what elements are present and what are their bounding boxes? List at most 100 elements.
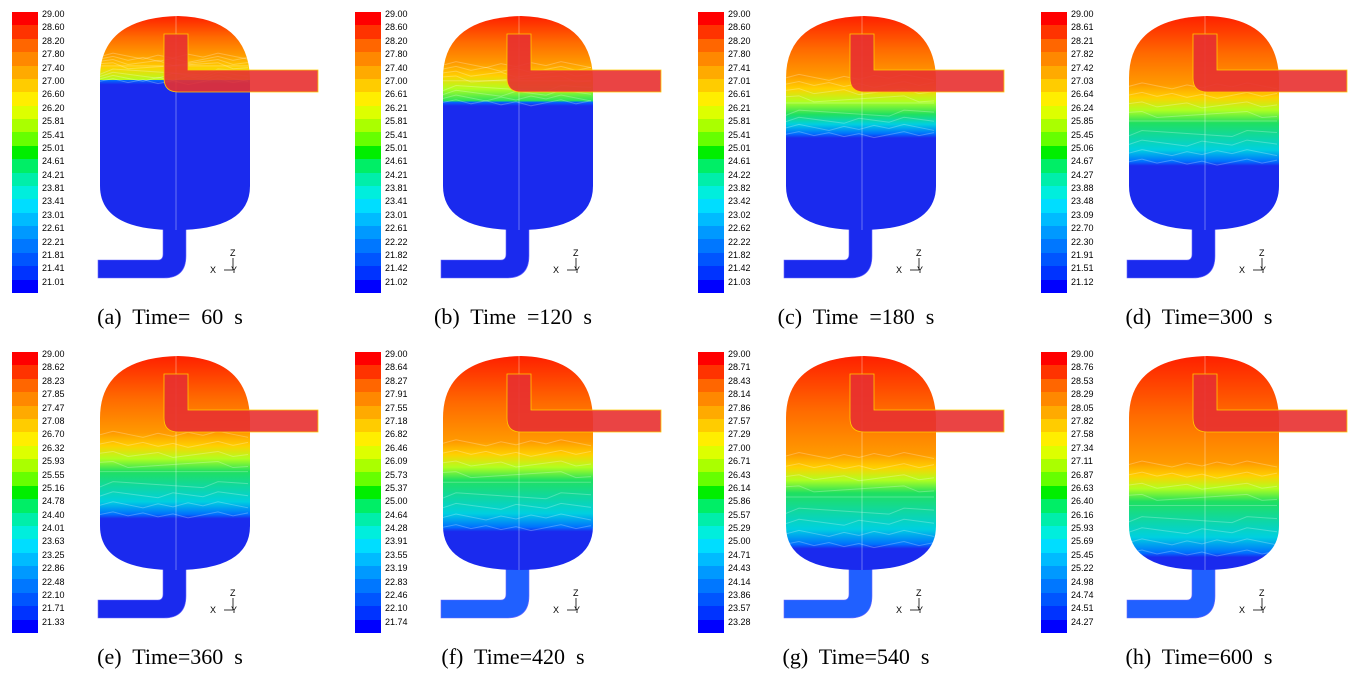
color-bar-swatch: [1041, 132, 1067, 146]
color-bar-swatch: [355, 266, 381, 280]
contour-panel: 29.00 28.76 28.53 28.29 28.05 27.82 27.58 27.34…: [1029, 340, 1362, 682]
color-bar-swatch: [1041, 566, 1067, 580]
color-bar-swatch: [1041, 226, 1067, 240]
color-bar-swatch: [698, 485, 724, 500]
color-bar-swatch: [355, 78, 381, 93]
color-bar-swatch: [355, 432, 381, 446]
color-bar-swatch: [355, 392, 381, 406]
color-bar-swatch: [1041, 25, 1067, 39]
color-bar-swatch: [1041, 239, 1067, 253]
outlet-pipe: [440, 567, 530, 619]
color-bar-tick-label: 28.60: [728, 22, 751, 33]
color-bar-swatch: [1041, 172, 1067, 186]
outlet-pipe: [1126, 227, 1216, 279]
color-bar-tick-label: 25.69: [1071, 536, 1094, 547]
color-bar-tick-label: 23.91: [385, 536, 408, 547]
color-bar-tick-label: 27.34: [1071, 442, 1094, 453]
color-bar-swatch: [355, 619, 381, 633]
axis-label-z: Z: [916, 248, 922, 258]
color-bar-swatch: [1041, 418, 1067, 433]
color-bar-swatch: [698, 392, 724, 406]
color-bar-tick-label: 23.81: [42, 183, 65, 194]
color-bar-swatch: [698, 365, 724, 379]
color-bar-swatch: [1041, 266, 1067, 280]
color-bar-tick-label: 28.60: [42, 22, 65, 33]
color-bar-swatch: [698, 525, 724, 540]
color-bar-tick-label: 22.10: [385, 603, 408, 614]
color-bar-swatch: [355, 445, 381, 459]
color-bar-swatch: [12, 552, 38, 566]
color-bar-tick-label: 25.81: [728, 116, 751, 127]
color-bar-swatch: [12, 65, 38, 79]
color-bar-tick-label: 27.82: [1071, 49, 1094, 60]
color-bar-tick-label: 27.18: [385, 415, 408, 426]
color-bar-tick-label: 24.40: [42, 509, 65, 520]
color-bar-tick-label: 27.03: [1071, 75, 1094, 86]
color-bar-swatch: [12, 352, 38, 366]
color-bar-swatch: [1041, 199, 1067, 213]
color-bar-tick-label: 28.23: [42, 375, 65, 386]
tank-contour: Z X Y: [1126, 16, 1348, 279]
color-bar: [355, 12, 381, 293]
color-bar-swatch: [12, 592, 38, 607]
color-bar-swatch: [355, 92, 381, 106]
panel-caption: (d) Time=300 s: [1125, 304, 1273, 329]
color-bar-swatch: [355, 25, 381, 39]
color-bar-tick-label: 27.47: [42, 402, 65, 413]
color-bar-tick-label: 26.16: [1071, 509, 1094, 520]
color-bar-swatch: [12, 485, 38, 500]
color-bar-swatch: [12, 132, 38, 146]
color-bar-tick-label: 25.81: [385, 116, 408, 127]
color-bar-swatch: [698, 472, 724, 486]
color-bar-tick-label: 24.22: [728, 169, 751, 180]
color-bar-tick-label: 25.45: [1071, 129, 1094, 140]
color-bar-swatch: [355, 105, 381, 119]
color-bar-swatch: [1041, 619, 1067, 633]
axis-label-z: Z: [1259, 588, 1265, 598]
color-bar-swatch: [355, 472, 381, 486]
color-bar-swatch: [1041, 606, 1067, 620]
color-bar-swatch: [698, 418, 724, 433]
color-bar-tick-label: 27.29: [728, 429, 751, 440]
color-bar-tick-label: 26.64: [1071, 89, 1094, 100]
color-bar: [1041, 352, 1067, 633]
color-bar-tick-label: 25.37: [385, 482, 408, 493]
color-bar-swatch: [1041, 365, 1067, 379]
color-bar: [698, 352, 724, 633]
tank-body: [1129, 16, 1279, 230]
color-bar: [355, 352, 381, 633]
axis-label-x: X: [553, 605, 559, 615]
inlet-pipe: [849, 33, 1005, 93]
color-bar-tick-label: 24.28: [385, 523, 408, 534]
color-bar-tick-label: 26.60: [42, 89, 65, 100]
color-bar-swatch: [12, 78, 38, 93]
color-bar-tick-label: 27.86: [728, 402, 751, 413]
axis-label-y: Y: [917, 605, 923, 615]
color-bar-swatch: [355, 525, 381, 540]
color-bar-tick-label: 27.42: [1071, 62, 1094, 73]
color-bar-tick-label: 26.20: [42, 102, 65, 113]
color-bar-tick-label: 27.57: [728, 415, 751, 426]
color-bar-tick-label: 26.32: [42, 442, 65, 453]
color-bar-tick-label: 24.21: [42, 169, 65, 180]
color-bar-swatch: [12, 119, 38, 133]
color-bar-tick-label: 23.01: [42, 209, 65, 220]
color-bar-tick-label: 26.46: [385, 442, 408, 453]
color-bar-tick-label: 29.00: [385, 9, 408, 19]
color-bar-tick-label: 28.43: [728, 375, 751, 386]
outlet-pipe: [440, 227, 530, 279]
tank-body: [443, 16, 593, 230]
color-bar-swatch: [12, 145, 38, 160]
color-bar-tick-label: 24.51: [1071, 603, 1094, 614]
color-bar-tick-label: 23.82: [728, 183, 751, 194]
color-bar-swatch: [355, 485, 381, 500]
color-bar-swatch: [698, 352, 724, 366]
color-bar-swatch: [355, 552, 381, 566]
color-bar-tick-label: 21.12: [1071, 276, 1094, 287]
color-bar-swatch: [1041, 252, 1067, 267]
color-bar-swatch: [698, 266, 724, 280]
axis-label-x: X: [1239, 265, 1245, 275]
color-bar-tick-label: 28.61: [1071, 22, 1094, 33]
color-bar-tick-label: 26.21: [728, 102, 751, 113]
color-bar-swatch: [12, 212, 38, 226]
